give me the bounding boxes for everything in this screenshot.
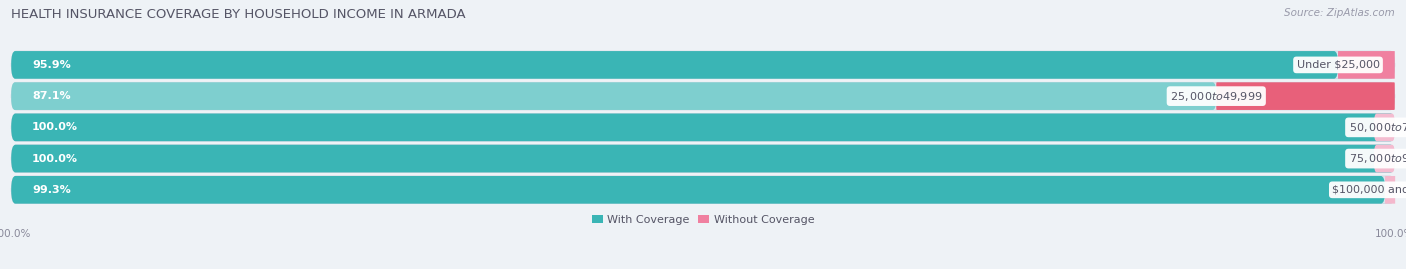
FancyBboxPatch shape	[11, 145, 1395, 172]
Legend: With Coverage, Without Coverage: With Coverage, Without Coverage	[588, 211, 818, 229]
FancyBboxPatch shape	[1216, 82, 1395, 110]
Text: 95.9%: 95.9%	[32, 60, 70, 70]
Text: $75,000 to $99,999: $75,000 to $99,999	[1348, 152, 1406, 165]
FancyBboxPatch shape	[11, 176, 1395, 204]
FancyBboxPatch shape	[11, 51, 1395, 79]
FancyBboxPatch shape	[11, 176, 1385, 204]
Text: 100.0%: 100.0%	[32, 122, 77, 132]
Text: $50,000 to $74,999: $50,000 to $74,999	[1348, 121, 1406, 134]
FancyBboxPatch shape	[11, 82, 1395, 110]
FancyBboxPatch shape	[1374, 145, 1395, 172]
Text: Source: ZipAtlas.com: Source: ZipAtlas.com	[1284, 8, 1395, 18]
Text: HEALTH INSURANCE COVERAGE BY HOUSEHOLD INCOME IN ARMADA: HEALTH INSURANCE COVERAGE BY HOUSEHOLD I…	[11, 8, 465, 21]
FancyBboxPatch shape	[11, 114, 1395, 141]
FancyBboxPatch shape	[1385, 176, 1395, 204]
Text: 100.0%: 100.0%	[32, 154, 77, 164]
Text: $100,000 and over: $100,000 and over	[1333, 185, 1406, 195]
FancyBboxPatch shape	[11, 114, 1395, 141]
FancyBboxPatch shape	[1374, 114, 1395, 141]
FancyBboxPatch shape	[1339, 51, 1395, 79]
FancyBboxPatch shape	[11, 51, 1339, 79]
Text: $25,000 to $49,999: $25,000 to $49,999	[1170, 90, 1263, 103]
Text: 99.3%: 99.3%	[32, 185, 70, 195]
Text: 87.1%: 87.1%	[32, 91, 70, 101]
Text: Under $25,000: Under $25,000	[1296, 60, 1379, 70]
FancyBboxPatch shape	[11, 145, 1395, 172]
FancyBboxPatch shape	[11, 82, 1216, 110]
